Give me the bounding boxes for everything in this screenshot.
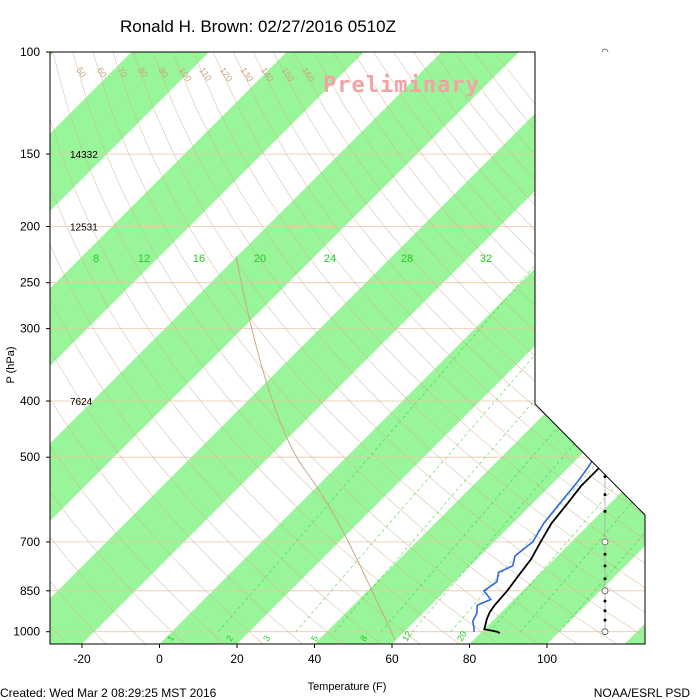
mixing-ratio-label: 8 — [93, 253, 99, 265]
y-axis: 100 150 200 250 300 400 500 700 850 1000 — [13, 45, 50, 639]
x-tick-label: 40 — [308, 652, 322, 666]
x-tick-label: 80 — [463, 652, 477, 666]
mixing-ratio-label: 24 — [324, 253, 336, 265]
y-tick-label: 500 — [20, 450, 40, 464]
temperature-line — [483, 401, 645, 634]
wind-dot-marker — [603, 609, 607, 613]
dry-adiabat — [313, 52, 645, 423]
mixing-ratio-labels: 8 12 16 20 24 28 321 2 3 5 8 12 20 — [93, 253, 492, 643]
mixing-ratio-label: 1 — [165, 634, 176, 643]
dry-adiabat — [172, 52, 645, 589]
wind-dot-marker — [603, 509, 607, 513]
mixing-ratio-label: 5 — [309, 634, 320, 643]
isotherm-band — [624, 623, 645, 644]
dry-adiabat — [50, 397, 264, 644]
dry-adiabat — [50, 349, 303, 644]
preliminary-watermark: Preliminary — [323, 73, 480, 98]
theta-label: 50 — [74, 65, 88, 79]
x-tick-label: -20 — [73, 652, 91, 666]
mixing-ratio-label: 12 — [400, 629, 414, 643]
isotherm-band — [50, 52, 519, 521]
dry-adiabat — [253, 52, 645, 493]
dry-adiabat — [232, 52, 645, 516]
plot-area — [50, 52, 645, 644]
height-label: 14332 — [70, 150, 98, 161]
wind-dot-marker — [603, 552, 607, 556]
wind-dot-marker — [603, 493, 607, 497]
y-tick-label: 400 — [20, 394, 40, 408]
plot-frame — [49, 51, 646, 645]
dry-adiabat — [50, 297, 342, 644]
isotherm-band — [50, 52, 209, 211]
theta-label: 90 — [156, 65, 170, 79]
dry-adiabat — [50, 184, 421, 644]
y-tick-label: 100 — [20, 45, 40, 59]
mixing-ratio-label: 28 — [401, 253, 413, 265]
dry-adiabat — [112, 52, 617, 644]
dry-adiabat — [50, 580, 107, 644]
reference-curve — [235, 255, 396, 641]
sounding-profiles — [471, 190, 645, 634]
mixing-ratio-label: 20 — [254, 253, 266, 265]
theta-label: 80 — [136, 65, 150, 79]
y-tick-label: 700 — [20, 535, 40, 549]
created-timestamp: Created: Wed Mar 2 08:29:25 MST 2016 — [0, 686, 217, 700]
dry-adiabat — [50, 445, 225, 644]
y-tick-label: 1000 — [13, 625, 40, 639]
height-label: 7624 — [70, 397, 93, 408]
height-label: 12531 — [70, 223, 98, 234]
credit-label: NOAA/ESRL PSD — [594, 686, 691, 700]
dry-adiabat — [333, 52, 645, 400]
y-tick-label: 200 — [20, 220, 40, 234]
dry-adiabat — [192, 52, 645, 564]
y-tick-label: 300 — [20, 322, 40, 336]
mixing-ratio-label: 32 — [480, 253, 492, 265]
mixing-ratio-label: 3 — [261, 634, 272, 643]
isotherm-band — [50, 52, 645, 644]
dry-adiabat — [52, 52, 500, 644]
y-axis-title: P (hPa) — [5, 346, 17, 383]
dry-adiabat — [132, 52, 645, 638]
wind-calm-marker — [601, 587, 609, 595]
dry-adiabat — [50, 243, 382, 644]
wind-dot-marker — [603, 618, 607, 622]
dry-adiabat — [72, 52, 539, 644]
mixing-ratio-label: 8 — [358, 634, 369, 643]
wind-dot-marker — [603, 599, 607, 603]
theta-label: 60 — [95, 65, 109, 79]
y-tick-label: 250 — [20, 276, 40, 290]
y-tick-label: 850 — [20, 584, 40, 598]
y-tick-label: 150 — [20, 147, 40, 161]
isotherm-band — [469, 468, 645, 644]
wind-calm-marker — [601, 628, 609, 636]
x-tick-label: 20 — [230, 652, 244, 666]
x-tick-label: 100 — [537, 652, 557, 666]
dry-adiabat — [92, 52, 578, 644]
isotherm-band — [50, 52, 364, 366]
wind-dot-marker — [603, 577, 607, 581]
wind-dot-marker — [603, 564, 607, 568]
dewpoint-line — [471, 190, 645, 632]
chart-title: Ronald H. Brown: 02/27/2016 0510Z — [120, 17, 396, 36]
dry-adiabat — [212, 52, 645, 540]
dry-adiabat — [293, 52, 645, 446]
wind-calm-marker — [601, 538, 609, 546]
dry-adiabat — [50, 536, 146, 644]
plot-mask — [535, 52, 700, 700]
dry-adiabat — [152, 52, 645, 613]
x-axis: -20 0 20 40 60 80 100 — [73, 644, 557, 666]
theta-label: 70 — [115, 65, 129, 79]
reference-curve-line — [235, 255, 396, 641]
mixing-ratio-label: 16 — [193, 253, 205, 265]
x-tick-label: 60 — [385, 652, 399, 666]
mixing-ratio-label: 12 — [138, 253, 150, 265]
mixing-ratio-label: 20 — [455, 629, 469, 643]
dry-adiabat — [273, 52, 645, 469]
x-axis-title: Temperature (F) — [308, 681, 387, 693]
x-tick-label: 0 — [156, 652, 163, 666]
mixing-ratio-label: 2 — [224, 634, 235, 643]
height-labels: 14332 12531 7624 — [70, 150, 98, 408]
